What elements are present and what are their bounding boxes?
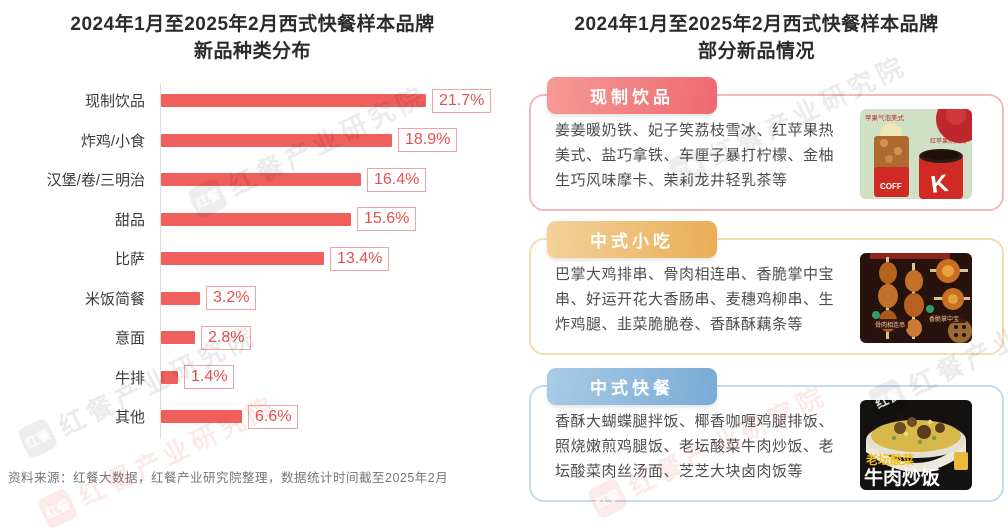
fried-rice-photo: 老坛酸菜 牛肉炒饭	[860, 400, 972, 490]
value-label: 2.8%	[201, 325, 252, 350]
drinks-caption-top: 苹果气泡美式	[865, 113, 905, 122]
bar	[161, 410, 242, 424]
skewers-photo: 骨肉相连串 香脆掌中宝	[860, 253, 972, 343]
bar-area: 13.4%	[153, 239, 390, 279]
watermark-logo: 红餐	[36, 486, 79, 530]
bar-area: 2.8%	[153, 318, 252, 358]
card-drinks-body: 姜姜暖奶铁、妃子笑荔枝雪冰、红苹果热美式、盐巧拿铁、车厘子暴打柠檬、金柚生巧风味…	[555, 122, 835, 189]
bar-area: 1.4%	[153, 358, 235, 398]
bar-area: 16.4%	[153, 160, 427, 200]
fried-rice-caption-line1: 老坛酸菜	[866, 452, 914, 467]
chart-title: 2024年1月至2025年2月西式快餐样本品牌 新品种类分布	[0, 11, 505, 65]
card-list: 现制饮品 姜姜暖奶铁、妃子笑荔枝雪冰、红苹果热美式、盐巧拿铁、车厘子暴打柠檬、金…	[529, 77, 1004, 502]
bar-area: 15.6%	[153, 200, 417, 240]
card-drinks-header: 现制饮品	[547, 77, 717, 114]
value-label: 21.7%	[432, 88, 492, 113]
drinks-caption-side: 红苹果热美式	[930, 137, 966, 145]
card-drinks: 现制饮品 姜姜暖奶铁、妃子笑荔枝雪冰、红苹果热美式、盐巧拿铁、车厘子暴打柠檬、金…	[529, 77, 1004, 211]
bar-area: 3.2%	[153, 279, 257, 319]
bar-area: 21.7%	[153, 81, 492, 121]
card-fastfood-body: 香酥大蝴蝶腿拌饭、椰香咖喱鸡腿排饭、照烧嫩煎鸡腿饭、老坛酸菜牛肉炒饭、老坛酸菜肉…	[555, 413, 835, 480]
value-label: 3.2%	[206, 286, 257, 311]
bar-rows: 现制饮品 21.7% 炸鸡/小食 18.9% 汉堡/卷/三明治 16.4% 甜品 15.6% 比…	[0, 81, 505, 437]
bar	[161, 173, 361, 187]
drinks-photo: 苹果气泡美式 COFF K 红苹果热美式	[860, 109, 972, 199]
chart-row: 米饭简餐 3.2%	[0, 279, 505, 319]
value-label: 16.4%	[367, 167, 427, 192]
bar	[161, 133, 392, 147]
category-label: 甜品	[114, 211, 145, 229]
bar-chart-panel: 2024年1月至2025年2月西式快餐样本品牌 新品种类分布 现制饮品 21.7%…	[0, 0, 505, 492]
horizontal-bar-chart: 现制饮品 21.7% 炸鸡/小食 18.9% 汉堡/卷/三明治 16.4% 甜品 15.6% 比…	[0, 81, 505, 453]
bar-area: 18.9%	[153, 121, 458, 161]
card-snacks: 中式小吃 巴掌大鸡排串、骨肉相连串、香脆掌中宝串、好运开花大香肠串、麦穗鸡柳串、…	[529, 221, 1004, 355]
chart-row: 其他 6.6%	[0, 397, 505, 437]
value-label: 6.6%	[248, 404, 299, 429]
chart-row: 汉堡/卷/三明治 16.4%	[0, 160, 505, 200]
drinks-cup-text: COFF	[880, 182, 902, 191]
drinks-brand-letter: K	[929, 170, 951, 199]
value-label: 1.4%	[184, 365, 235, 390]
bar	[161, 331, 195, 345]
card-fastfood: 中式快餐 香酥大蝴蝶腿拌饭、椰香咖喱鸡腿排饭、照烧嫩煎鸡腿饭、老坛酸菜牛肉炒饭、…	[529, 368, 1004, 502]
cards-title-line2: 部分新品情况	[697, 41, 815, 62]
data-source-note: 资料来源：红餐大数据，红餐产业研究院整理，数据统计时间截至2025年2月	[8, 471, 449, 485]
value-label: 13.4%	[330, 246, 390, 271]
cards-title-line1: 2024年1月至2025年2月西式快餐样本品牌	[574, 14, 939, 35]
bar	[161, 291, 200, 305]
cards-title: 2024年1月至2025年2月西式快餐样本品牌 部分新品情况	[505, 11, 1008, 65]
skewers-tag-left: 骨肉相连串	[875, 321, 905, 329]
category-label: 比萨	[114, 251, 145, 269]
category-label: 意面	[114, 330, 145, 348]
category-label: 现制饮品	[84, 93, 145, 111]
category-label: 其他	[114, 409, 145, 427]
category-label: 汉堡/卷/三明治	[46, 172, 145, 190]
skewers-tag-right: 香脆掌中宝	[929, 315, 959, 323]
chart-row: 现制饮品 21.7%	[0, 81, 505, 121]
category-label: 牛排	[114, 369, 145, 387]
bar	[161, 370, 178, 384]
card-snacks-header: 中式小吃	[547, 221, 717, 258]
bar	[161, 94, 426, 108]
category-label: 米饭简餐	[84, 290, 145, 308]
fried-rice-caption-line2: 牛肉炒饭	[864, 466, 940, 489]
value-label: 18.9%	[398, 128, 458, 153]
bar	[161, 212, 351, 226]
card-drinks-image: 苹果气泡美式 COFF K 红苹果热美式	[860, 109, 972, 199]
bar	[161, 252, 324, 266]
new-products-panel: 2024年1月至2025年2月西式快餐样本品牌 部分新品情况 现制饮品 姜姜暖奶…	[505, 0, 1008, 502]
card-snacks-image: 骨肉相连串 香脆掌中宝	[860, 253, 972, 343]
chart-title-line2: 新品种类分布	[193, 41, 311, 62]
category-label: 炸鸡/小食	[80, 132, 145, 150]
chart-row: 炸鸡/小食 18.9%	[0, 121, 505, 161]
card-fastfood-header: 中式快餐	[547, 368, 717, 405]
chart-title-line1: 2024年1月至2025年2月西式快餐样本品牌	[70, 14, 435, 35]
chart-row: 甜品 15.6%	[0, 200, 505, 240]
bar-area: 6.6%	[153, 397, 299, 437]
chart-row: 比萨 13.4%	[0, 239, 505, 279]
y-axis-line	[160, 83, 161, 439]
value-label: 15.6%	[357, 207, 417, 232]
card-snacks-body: 巴掌大鸡排串、骨肉相连串、香脆掌中宝串、好运开花大香肠串、麦穗鸡柳串、生炸鸡腿、…	[555, 266, 835, 333]
card-fastfood-image: 老坛酸菜 牛肉炒饭	[860, 400, 972, 490]
chart-row: 牛排 1.4%	[0, 358, 505, 398]
chart-row: 意面 2.8%	[0, 318, 505, 358]
